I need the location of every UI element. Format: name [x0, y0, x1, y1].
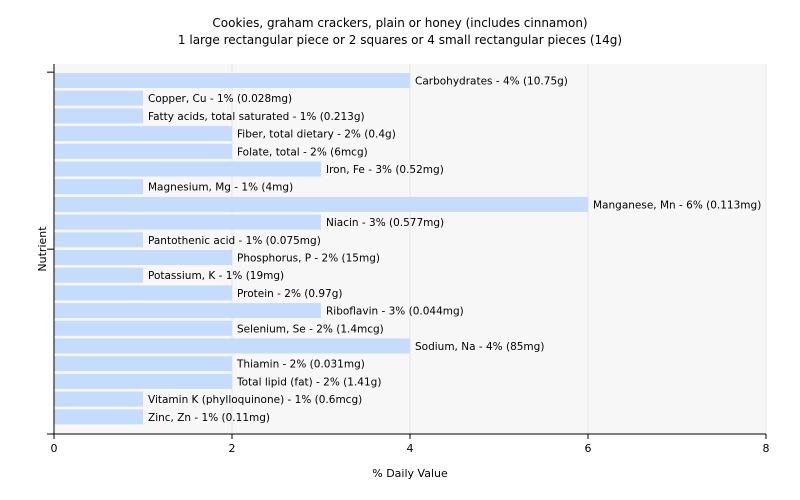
- x-tick-label: 4: [407, 442, 414, 455]
- bar: [54, 409, 143, 425]
- x-tick-label: 2: [229, 442, 236, 455]
- x-tick-label: 0: [51, 442, 58, 455]
- bar-label: Fatty acids, total saturated - 1% (0.213…: [148, 111, 365, 123]
- bar-label: Phosphorus, P - 2% (15mg): [237, 253, 380, 265]
- bar-labels: Carbohydrates - 4% (10.75g) Copper, Cu - …: [148, 76, 761, 424]
- bar: [54, 108, 143, 124]
- bar: [54, 338, 410, 354]
- bar: [54, 196, 588, 212]
- bar-label: Protein - 2% (0.97g): [237, 288, 343, 300]
- x-tick-label: 6: [585, 442, 592, 455]
- bar-label: Thiamin - 2% (0.031mg): [236, 359, 365, 371]
- bar: [54, 126, 232, 142]
- bar-label: Magnesium, Mg - 1% (4mg): [148, 182, 293, 194]
- bar-label: Iron, Fe - 3% (0.52mg): [326, 164, 444, 176]
- x-tick-label: 8: [763, 442, 770, 455]
- bar-label: Sodium, Na - 4% (85mg): [415, 341, 544, 353]
- bar: [54, 73, 410, 88]
- bar: [54, 232, 143, 248]
- bar-label: Selenium, Se - 2% (1.4mcg): [237, 323, 384, 335]
- axes: [47, 64, 767, 439]
- bar-label: Vitamin K (phylloquinone) - 1% (0.6mcg): [148, 394, 362, 406]
- bar: [54, 373, 232, 389]
- bar: [54, 285, 232, 301]
- bar: [54, 320, 232, 336]
- bar: [54, 161, 321, 177]
- bar: [54, 303, 321, 319]
- chart-title: Cookies, graham crackers, plain or honey…: [212, 16, 587, 30]
- bar-label: Niacin - 3% (0.577mg): [326, 217, 444, 229]
- bar-label: Folate, total - 2% (6mcg): [237, 146, 368, 158]
- grid-lines: [231, 64, 767, 434]
- bar-label: Riboflavin - 3% (0.044mg): [326, 306, 464, 318]
- bar-label: Manganese, Mn - 6% (0.113mg): [593, 199, 761, 211]
- chart-subtitle: 1 large rectangular piece or 2 squares o…: [178, 33, 622, 47]
- bar-label: Fiber, total dietary - 2% (0.4g): [237, 129, 396, 141]
- bar: [54, 250, 232, 265]
- x-tick-labels: 0 2 4 6 8: [51, 442, 770, 455]
- bar-label: Total lipid (fat) - 2% (1.41g): [236, 376, 381, 388]
- bar: [54, 356, 232, 372]
- bar-label: Zinc, Zn - 1% (0.11mg): [148, 412, 270, 424]
- bars: [54, 73, 588, 425]
- bar-label: Pantothenic acid - 1% (0.075mg): [148, 235, 321, 247]
- bar: [54, 391, 143, 407]
- bar: [54, 267, 143, 283]
- bar-label: Copper, Cu - 1% (0.028mg): [148, 93, 292, 105]
- bar-label: Carbohydrates - 4% (10.75g): [415, 76, 568, 88]
- bar: [54, 214, 321, 230]
- bar-label: Potassium, K - 1% (19mg): [148, 270, 284, 282]
- bar: [54, 179, 143, 195]
- x-axis-title: % Daily Value: [372, 467, 448, 480]
- bar: [54, 143, 232, 159]
- y-axis-title: Nutrient: [36, 226, 49, 272]
- bar: [54, 90, 143, 106]
